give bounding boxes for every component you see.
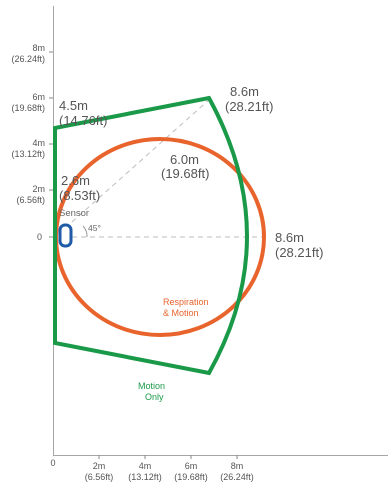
range-label-forward: 8.6m (28.21ft) [275, 230, 323, 260]
svg-text:4m: 4m [32, 138, 45, 148]
svg-text:4.5m: 4.5m [59, 98, 88, 113]
angle-arc [82, 225, 88, 238]
svg-text:(19.68ft): (19.68ft) [174, 472, 208, 482]
svg-text:(8.53ft): (8.53ft) [59, 188, 100, 203]
range-label-top-left: 4.5m (14.76ft) [59, 98, 107, 128]
motion-only-label: Motion Only [138, 381, 165, 402]
svg-text:(13.12ft): (13.12ft) [128, 472, 162, 482]
svg-text:2m: 2m [93, 461, 106, 471]
svg-text:2m: 2m [32, 184, 45, 194]
y-axis-tick-8m: 8m (26.24ft) [11, 43, 53, 64]
sensor-icon [58, 223, 73, 248]
svg-text:(26.24ft): (26.24ft) [11, 54, 45, 64]
y-axis-tick-6m: 6m (19.68ft) [11, 92, 53, 113]
svg-text:(13.12ft): (13.12ft) [11, 149, 45, 159]
x-axis-tick-2m: 2m (6.56ft) [85, 455, 114, 482]
svg-text:(14.76ft): (14.76ft) [59, 113, 107, 128]
svg-text:6m: 6m [32, 92, 45, 102]
range-label-top-corner: 8.6m (28.21ft) [225, 84, 273, 114]
diagonal-guide-line [71, 97, 212, 223]
svg-text:4m: 4m [139, 461, 152, 471]
svg-text:& Motion: & Motion [163, 308, 199, 318]
respiration-motion-label: Respiration & Motion [163, 297, 209, 318]
svg-text:(19.68ft): (19.68ft) [11, 103, 45, 113]
svg-text:8.6m: 8.6m [275, 230, 304, 245]
y-axis-tick-4m: 4m (13.12ft) [11, 138, 53, 159]
svg-text:Only: Only [145, 392, 164, 402]
svg-text:(6.56ft): (6.56ft) [16, 195, 45, 205]
svg-text:(19.68ft): (19.68ft) [161, 166, 209, 181]
svg-text:2.6m: 2.6m [61, 173, 90, 188]
angle-label: 45° [88, 223, 101, 233]
svg-text:8m: 8m [231, 461, 244, 471]
y-axis-zero-label: 0 [37, 232, 42, 242]
svg-text:8.6m: 8.6m [230, 84, 259, 99]
y-axis-tick-2m: 2m (6.56ft) [16, 184, 53, 205]
svg-text:Respiration: Respiration [163, 297, 209, 307]
motion-only-zone [53, 95, 249, 376]
svg-text:6.0m: 6.0m [170, 152, 199, 167]
x-axis-zero-label: 0 [50, 458, 55, 468]
svg-text:8m: 8m [32, 43, 45, 53]
svg-text:(28.21ft): (28.21ft) [275, 245, 323, 260]
x-axis-tick-8m: 8m (26.24ft) [220, 455, 254, 482]
svg-text:(28.21ft): (28.21ft) [225, 99, 273, 114]
range-label-respiration-diagonal: 6.0m (19.68ft) [161, 152, 209, 181]
svg-text:6m: 6m [185, 461, 198, 471]
svg-text:Motion: Motion [138, 381, 165, 391]
x-axis-tick-6m: 6m (19.68ft) [174, 455, 208, 482]
range-label-respiration-height: 2.6m (8.53ft) [59, 173, 100, 203]
svg-text:(6.56ft): (6.56ft) [85, 472, 114, 482]
sensor-label: Sensor [59, 208, 89, 219]
svg-text:(26.24ft): (26.24ft) [220, 472, 254, 482]
x-axis-tick-4m: 4m (13.12ft) [128, 455, 162, 482]
